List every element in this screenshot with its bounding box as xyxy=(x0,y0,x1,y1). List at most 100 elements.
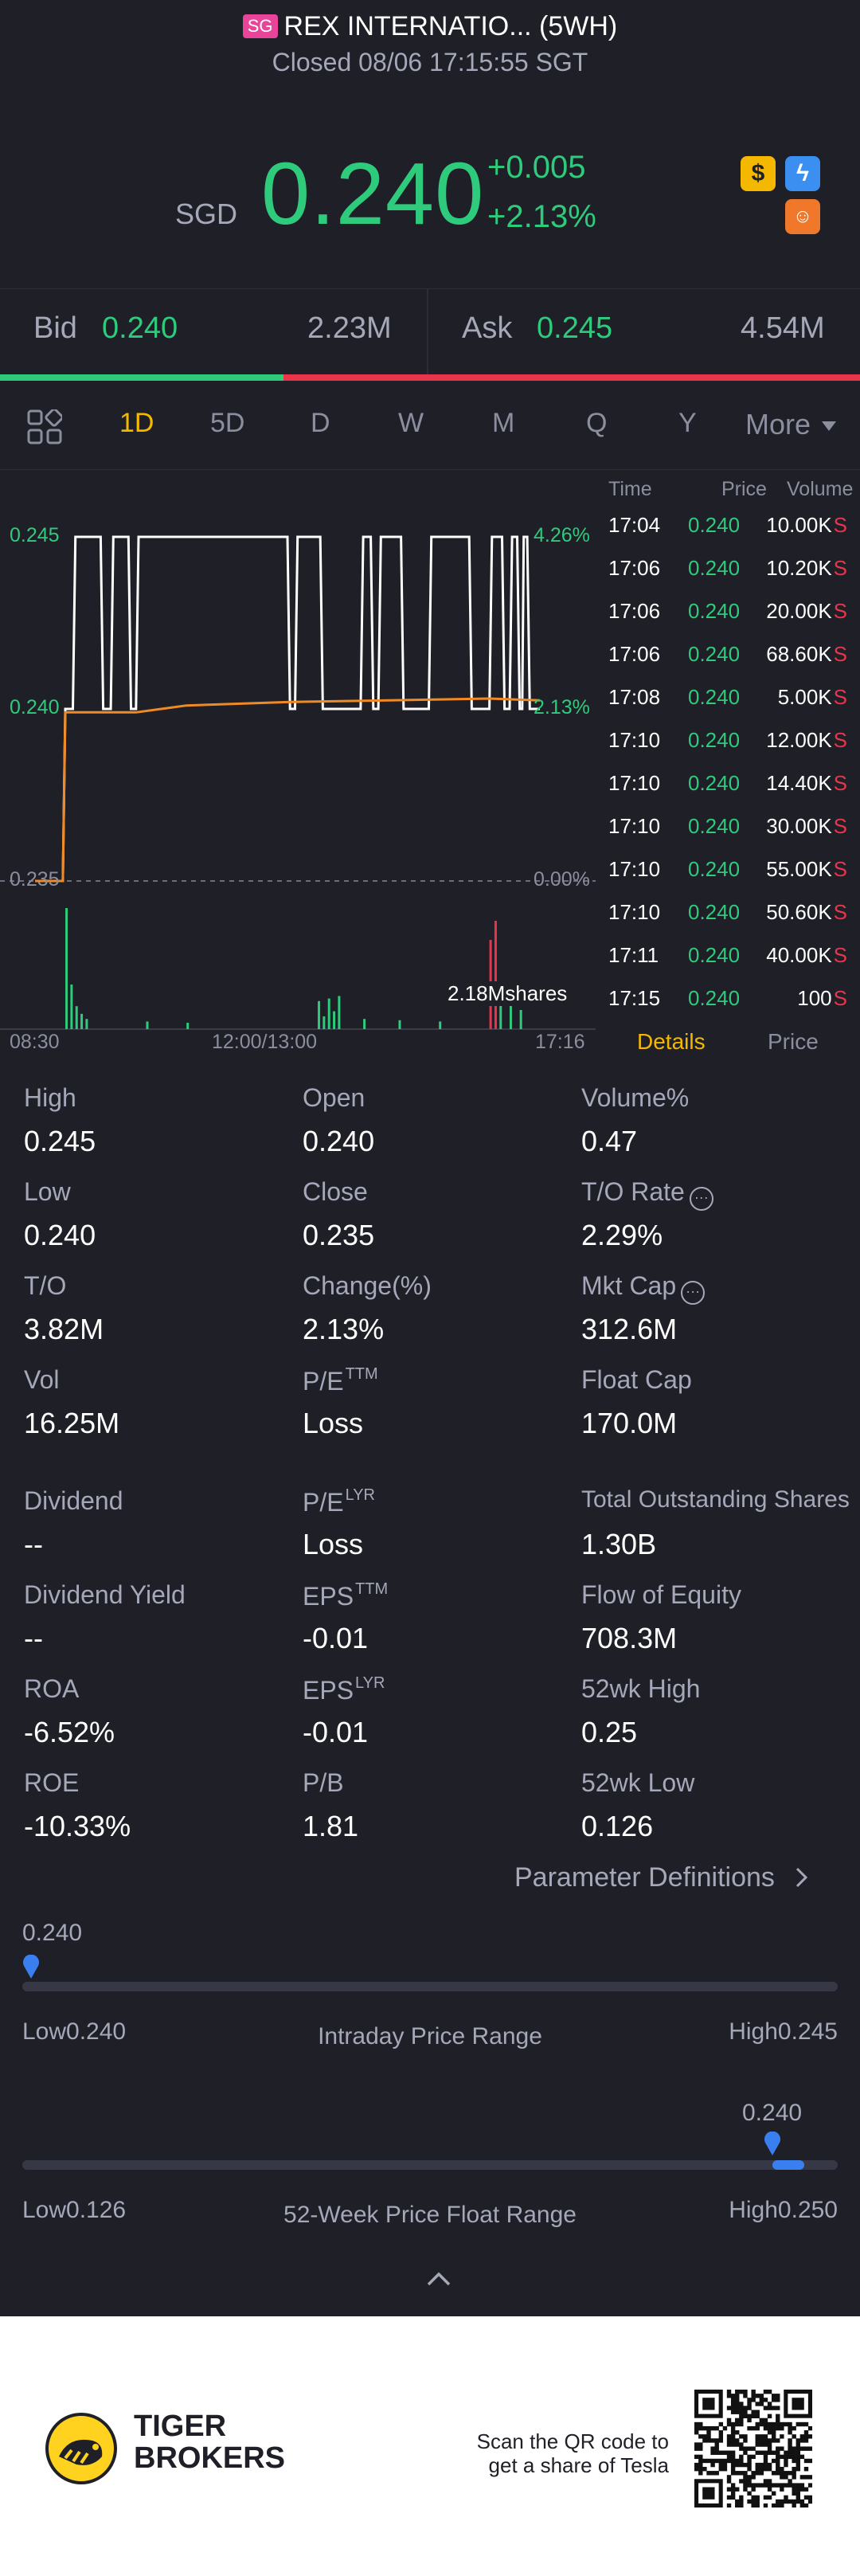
dollar-icon[interactable]: $ xyxy=(741,156,776,191)
stat-vol: 16.25M xyxy=(24,1407,120,1439)
param-definitions-link[interactable]: Parameter Definitions xyxy=(514,1862,811,1893)
tab-price[interactable]: Price xyxy=(768,1029,819,1054)
stat-eps-ttm: -0.01 xyxy=(303,1622,369,1654)
ask-price: 0.245 xyxy=(537,311,613,345)
trade-time: 17:06 xyxy=(608,599,661,623)
tab-w[interactable]: W xyxy=(398,408,424,438)
volume-bar xyxy=(338,996,341,1029)
volume-bar xyxy=(333,1011,336,1029)
tab-5d[interactable]: 5D xyxy=(210,408,245,438)
bid-label: Bid xyxy=(33,311,77,345)
trade-volume: 55.00KS xyxy=(766,857,847,882)
tab-q[interactable]: Q xyxy=(586,408,608,438)
stat-mktcap: 312.6M xyxy=(581,1313,678,1345)
eps-lyr-sup: LYR xyxy=(355,1674,385,1692)
info-icon[interactable]: ··· xyxy=(681,1281,706,1305)
stat-close-label: Close xyxy=(303,1177,368,1206)
tiger-icon[interactable]: ☺ xyxy=(785,199,820,234)
trade-row: 17:10 0.240 12.00KS xyxy=(596,728,860,771)
y-tick-right-mid: 2.13% xyxy=(534,696,590,718)
trade-side: S xyxy=(833,814,847,838)
chevron-down-icon xyxy=(822,421,837,431)
intraday-low: Low0.240 xyxy=(22,2018,127,2045)
week52-current: 0.240 xyxy=(742,2100,803,2126)
trade-volume-value: 12.00K xyxy=(766,728,832,752)
trade-volume-value: 55.00K xyxy=(766,857,832,881)
bid-size: 2.23M xyxy=(307,311,392,345)
trade-side: S xyxy=(833,986,847,1010)
trade-volume-value: 100 xyxy=(797,986,832,1010)
trade-price: 0.240 xyxy=(688,857,741,881)
trade-side: S xyxy=(833,556,847,580)
market-badge: SG xyxy=(242,14,278,38)
stat-open-label: Open xyxy=(303,1083,366,1112)
stock-title[interactable]: SG REX INTERNATIO... (5WH) xyxy=(0,11,860,42)
col-time: Time xyxy=(608,478,652,500)
tab-details[interactable]: Details xyxy=(637,1029,706,1054)
period-tabs: 1D 5D D W M Q Y More xyxy=(0,381,860,470)
tab-more[interactable]: More xyxy=(745,408,837,441)
stat-to: 3.82M xyxy=(24,1313,104,1345)
stat-roe-label: ROE xyxy=(24,1768,80,1797)
info-icon[interactable]: ··· xyxy=(689,1187,713,1211)
trade-volume-value: 68.60K xyxy=(766,642,832,666)
trade-volume: 10.00KS xyxy=(766,513,847,538)
ask-size: 4.54M xyxy=(741,311,825,345)
bid-ask-divider xyxy=(427,289,428,375)
share-footer: TIGER BROKERS Scan the QR code to get a … xyxy=(0,2316,860,2576)
last-price: 0.240 xyxy=(261,145,485,243)
trade-side: S xyxy=(833,599,847,623)
lightning-icon[interactable]: ϟ xyxy=(785,156,820,191)
trade-time: 17:10 xyxy=(608,900,661,924)
trade-volume-value: 40.00K xyxy=(766,943,832,967)
stat-tos-label: Total Outstanding Shares xyxy=(581,1486,850,1513)
stat-high-label: High xyxy=(24,1083,76,1112)
trade-time: 17:06 xyxy=(608,642,661,666)
stat-changepct: 2.13% xyxy=(303,1313,385,1345)
stat-volpct: 0.47 xyxy=(581,1125,638,1157)
tiger-logo-icon xyxy=(45,2413,117,2484)
x-tick-end: 17:16 xyxy=(535,1031,585,1053)
tab-y[interactable]: Y xyxy=(678,408,697,438)
stat-volpct-label: Volume% xyxy=(581,1083,690,1112)
volume-bar xyxy=(499,991,502,1029)
stat-pb-label: P/B xyxy=(303,1768,344,1797)
week52-marker-icon xyxy=(764,2132,781,2155)
trade-price: 0.240 xyxy=(688,599,741,623)
intraday-chart[interactable]: 0.245 0.240 0.235 4.26% 2.13% 0.00% 2.18… xyxy=(0,472,596,1061)
eps-ttm-text: EPS xyxy=(303,1582,354,1611)
stat-52wk-high: 0.25 xyxy=(581,1716,638,1748)
tab-d[interactable]: D xyxy=(311,408,330,438)
trade-row: 17:10 0.240 50.60KS xyxy=(596,900,860,943)
y-tick-high: 0.245 xyxy=(10,524,60,546)
week52-track xyxy=(22,2160,838,2170)
volume-bar xyxy=(85,1019,88,1029)
tab-m[interactable]: M xyxy=(492,408,515,438)
tab-1d[interactable]: 1D xyxy=(119,408,154,438)
chevron-up-icon[interactable] xyxy=(425,2270,452,2288)
pe-ttm-text: P/E xyxy=(303,1367,344,1396)
intraday-title: Intraday Price Range xyxy=(318,2023,542,2049)
chevron-right-icon xyxy=(796,1867,808,1888)
trade-ticker[interactable]: Time Price Volume 17:04 0.240 10.00KS 17:06… xyxy=(596,472,860,1061)
qr-caption: Scan the QR code to get a share of Tesla xyxy=(446,2429,669,2477)
stat-to-label: T/O xyxy=(24,1271,67,1300)
torate-text: T/O Rate xyxy=(581,1177,685,1206)
stat-flow: 708.3M xyxy=(581,1622,678,1654)
trade-volume-value: 20.00K xyxy=(766,599,832,623)
stat-pe-ttm-label: P/E TTM xyxy=(303,1365,378,1396)
volume-bar xyxy=(65,908,68,1029)
trade-side: S xyxy=(833,900,847,924)
y-tick-mid: 0.240 xyxy=(10,696,60,718)
week52-low: Low0.126 xyxy=(22,2197,127,2223)
grid-icon[interactable] xyxy=(27,409,62,444)
trade-volume: 10.20KS xyxy=(766,556,847,581)
stat-roa-label: ROA xyxy=(24,1674,80,1703)
stat-pe-lyr: Loss xyxy=(303,1528,364,1560)
average-line xyxy=(35,697,541,883)
stat-52wk-low-label: 52wk Low xyxy=(581,1768,695,1797)
pe-ttm-sup: TTM xyxy=(345,1365,378,1383)
week52-title: 52-Week Price Float Range xyxy=(283,2202,577,2228)
stat-eps-lyr-label: EPS LYR xyxy=(303,1674,385,1705)
trade-time: 17:10 xyxy=(608,728,661,752)
